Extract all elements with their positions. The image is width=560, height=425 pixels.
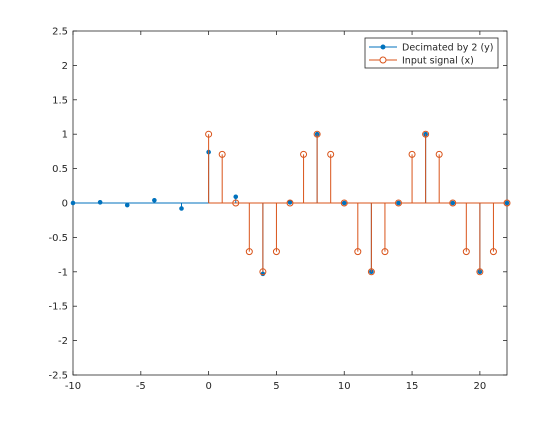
x-tick-label: 5 [273,381,279,392]
marker-decimated [97,200,103,205]
y-tick-label: -1 [58,267,68,278]
marker-input [327,150,335,158]
y-tick-label: 2.5 [52,27,68,38]
marker-decimated [179,206,184,211]
marker-input [367,268,375,276]
marker-input [503,199,511,207]
marker-input [422,130,430,138]
y-tick-label: 0.5 [52,164,68,175]
legend-box [364,37,499,69]
y-tick-label: 2 [62,61,68,72]
legend-label: Input signal (x) [402,56,474,67]
marker-input [381,248,389,256]
marker-decimated [450,200,456,206]
marker-input [489,248,497,256]
marker-input [286,199,294,207]
y-tick-label: -2 [58,336,68,347]
x-tick-label: 10 [338,381,351,392]
marker-decimated [504,200,510,206]
marker-input [408,150,416,158]
legend-marker-circle [379,56,387,64]
marker-input [395,199,402,207]
marker-decimated [152,197,157,203]
x-tick-label: 0 [205,381,211,392]
marker-input [205,130,213,138]
marker-input [313,130,321,138]
legend-marker-dot [380,44,386,50]
x-tick-label: -10 [65,381,81,392]
marker-decimated [396,200,401,206]
marker-input [340,199,348,207]
marker-input [354,248,362,256]
marker-input [218,150,226,158]
series-input [205,130,511,276]
y-tick-label: 0 [62,199,68,210]
x-tick-label: 20 [474,381,487,392]
y-tick-label: 1.5 [52,95,68,106]
marker-decimated [124,202,130,208]
marker-decimated [341,200,347,206]
marker-decimated [70,200,76,206]
marker-input [476,268,484,276]
marker-input [449,199,457,207]
y-tick-label: -0.5 [48,233,68,244]
y-tick-label: -2.5 [48,371,68,382]
marker-input [435,150,443,158]
marker-decimated [233,194,239,200]
legend: Decimated by 2 (y) Input signal (x) [364,37,499,69]
y-tick-label: 1 [62,130,68,141]
marker-input [300,150,308,158]
x-tick-label: 15 [406,381,419,392]
series-layer [70,130,511,277]
marker-input [462,248,470,256]
y-tick-label: -1.5 [48,302,68,313]
marker-input [232,199,240,207]
marker-input [259,268,267,276]
marker-input [272,248,280,256]
legend-label: Decimated by 2 (y) [402,43,494,54]
marker-input [245,248,253,256]
axes: -10 -5 0 5 10 15 20 -2.5 -2 -1.5 -1 -0.5 0 0.5 1 1.5 2 2.… [48,27,508,392]
x-tick-label: -5 [136,381,146,392]
